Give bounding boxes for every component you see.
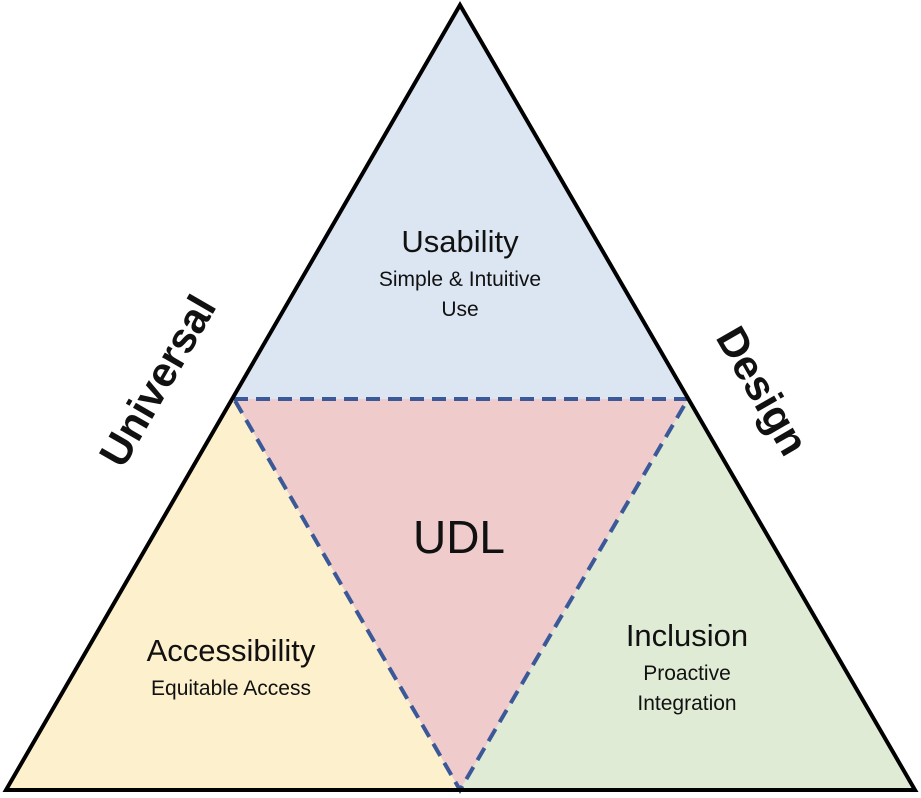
udl-label: UDL xyxy=(413,511,505,563)
design-side-label: Design xyxy=(707,318,818,463)
usability-title: Usability xyxy=(401,224,519,259)
inclusion-title: Inclusion xyxy=(626,618,748,653)
usability-subtitle-line2: Use xyxy=(441,298,478,321)
inclusion-subtitle-line2: Integration xyxy=(637,692,736,715)
inclusion-subtitle-line1: Proactive xyxy=(643,662,731,685)
accessibility-subtitle: Equitable Access xyxy=(151,677,311,700)
inner-dashed-triangle xyxy=(230,397,692,794)
udl-region xyxy=(234,399,688,790)
usability-region xyxy=(234,5,688,399)
usability-subtitle-line1: Simple & Intuitive xyxy=(379,268,541,291)
accessibility-title: Accessibility xyxy=(147,633,316,668)
inclusion-region xyxy=(460,399,915,790)
accessibility-region xyxy=(6,399,460,790)
